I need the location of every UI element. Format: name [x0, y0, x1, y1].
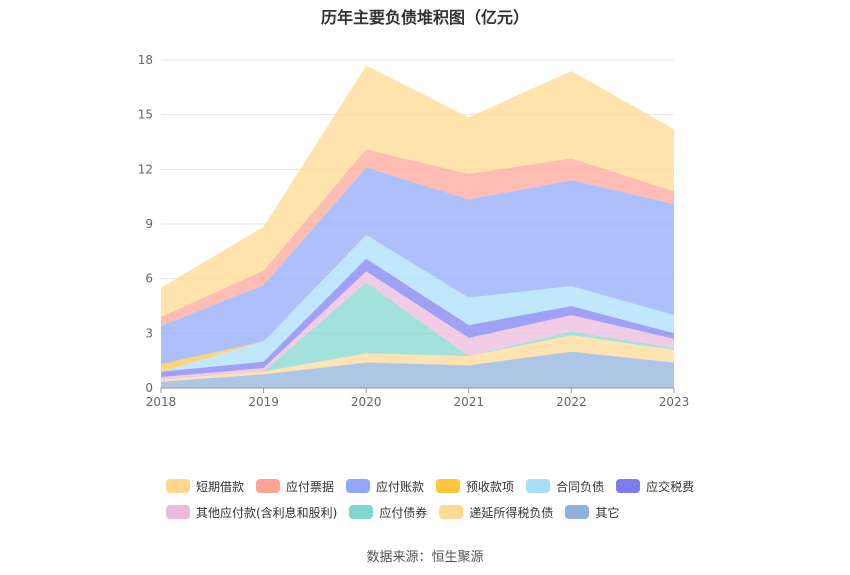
legend-swatch [565, 505, 590, 519]
legend-swatch [346, 479, 371, 493]
legend-swatch [349, 505, 374, 519]
legend-label: 递延所得税负债 [469, 505, 554, 520]
legend-swatch [439, 505, 464, 519]
legend-row: 短期借款 应付票据 应付账款 预收款项 合同负债 应交税费 [166, 473, 726, 499]
area-series [161, 65, 674, 388]
legend-item[interactable]: 应付票据 [256, 478, 334, 495]
x-tick-label: 2023 [659, 395, 690, 409]
y-tick-label: 9 [145, 217, 153, 231]
area-series-7 [161, 167, 674, 365]
legend-swatch [436, 479, 461, 493]
legend-item[interactable]: 其它 [565, 504, 619, 521]
legend-label: 应付账款 [376, 479, 425, 494]
x-tick-label: 2020 [351, 395, 382, 409]
x-axis: 2018 2019 2020 2021 2022 2023 [146, 387, 690, 409]
area-series-1 [161, 335, 674, 382]
x-tick-label: 2021 [454, 395, 485, 409]
chart-title: 历年主要负债堆积图（亿元） [320, 8, 529, 27]
area-series-2 [161, 282, 674, 380]
stacked-area-chart: 2018 2019 2020 2021 2022 2023 0 3 6 9 12 15 18 [138, 53, 690, 409]
legend-label: 预收款项 [466, 479, 515, 494]
legend-item[interactable]: 递延所得税负债 [439, 504, 553, 521]
area-series-3 [161, 271, 674, 380]
y-tick-label: 3 [145, 326, 153, 340]
y-tick-label: 15 [138, 108, 153, 122]
legend-label: 应交税费 [646, 479, 695, 494]
legend-item[interactable]: 应交税费 [616, 478, 694, 495]
area-series-9 [161, 65, 674, 317]
legend-item[interactable]: 合同负债 [526, 478, 604, 495]
legend-label: 短期借款 [196, 479, 245, 494]
area-series-5 [161, 234, 674, 372]
legend-swatch [166, 505, 190, 519]
legend-swatch [526, 479, 551, 493]
x-tick-label: 2019 [248, 395, 279, 409]
legend-swatch [616, 479, 641, 493]
y-tick-label: 0 [145, 381, 153, 395]
legend-item[interactable]: 预收款项 [436, 478, 514, 495]
legend-item[interactable]: 其他应付款(含利息和股利) [166, 504, 337, 521]
legend: 短期借款 应付票据 应付账款 预收款项 合同负债 应交税费其他应付款(含利息和股利) 应付债… [166, 473, 726, 525]
legend-label: 应付票据 [286, 479, 335, 494]
area-series-0 [161, 351, 674, 388]
y-tick-label: 12 [138, 162, 153, 176]
x-tick-label: 2022 [556, 395, 587, 409]
legend-swatch [256, 479, 281, 493]
x-tick-label: 2018 [146, 395, 177, 409]
y-tick-label: 6 [145, 272, 153, 286]
legend-item[interactable]: 短期借款 [166, 478, 244, 495]
legend-item[interactable]: 应付账款 [346, 478, 424, 495]
legend-row: 其他应付款(含利息和股利) 应付债券 递延所得税负债 其它 [166, 499, 726, 525]
legend-label: 应付债券 [379, 505, 428, 520]
legend-item[interactable]: 应付债券 [349, 504, 427, 521]
y-axis: 0 3 6 9 12 15 18 [138, 53, 153, 395]
data-source: 数据来源：恒生聚源 [366, 550, 484, 565]
legend-label: 其他应付款(含利息和股利) [196, 505, 338, 520]
y-tick-label: 18 [138, 53, 153, 67]
legend-label: 合同负债 [556, 479, 605, 494]
legend-label: 其它 [595, 505, 620, 520]
legend-swatch [166, 479, 190, 493]
